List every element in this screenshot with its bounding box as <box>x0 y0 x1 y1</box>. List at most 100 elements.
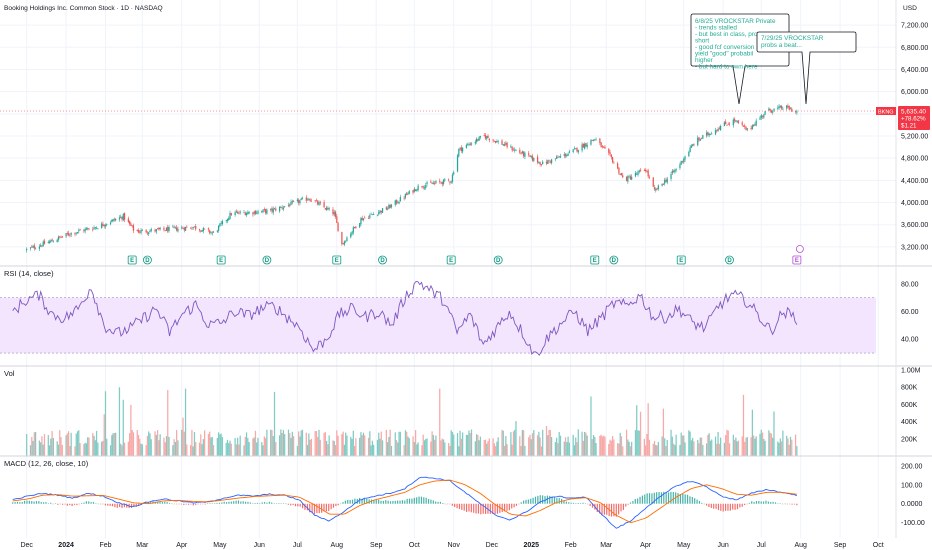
macd-histogram-bar[interactable] <box>306 503 308 511</box>
candle-body[interactable] <box>306 199 309 201</box>
volume-bar[interactable] <box>149 433 151 456</box>
volume-bar[interactable] <box>219 434 221 456</box>
volume-bar[interactable] <box>609 439 611 456</box>
candle-body[interactable] <box>132 225 135 231</box>
volume-bar[interactable] <box>334 444 337 456</box>
volume-bar[interactable] <box>506 444 508 456</box>
macd-histogram-bar[interactable] <box>69 503 71 506</box>
macd-histogram-bar[interactable] <box>92 501 95 504</box>
volume-bar[interactable] <box>719 437 722 456</box>
macd-histogram-bar[interactable] <box>470 503 472 513</box>
macd-histogram-bar[interactable] <box>85 501 87 504</box>
volume-bar[interactable] <box>449 445 451 456</box>
candle-body[interactable] <box>137 230 140 233</box>
candle-body[interactable] <box>512 149 515 151</box>
volume-bar[interactable] <box>390 445 393 456</box>
macd-histogram-bar[interactable] <box>252 503 254 504</box>
macd-histogram-bar[interactable] <box>553 497 556 504</box>
candle-body[interactable] <box>501 140 503 145</box>
macd-histogram-bar[interactable] <box>337 503 339 506</box>
candle-body[interactable] <box>568 151 571 153</box>
candle-body[interactable] <box>754 124 756 126</box>
macd-histogram-bar[interactable] <box>713 503 715 509</box>
volume-bar[interactable] <box>226 439 229 456</box>
candle-body[interactable] <box>291 201 293 203</box>
rsi-pane[interactable] <box>0 281 876 356</box>
volume-bar[interactable] <box>367 437 370 456</box>
volume-bar[interactable] <box>699 437 701 456</box>
volume-bar[interactable] <box>407 436 409 456</box>
candle-body[interactable] <box>625 176 628 181</box>
candle-body[interactable] <box>75 232 77 234</box>
volume-bar[interactable] <box>558 431 560 456</box>
volume-bar[interactable] <box>422 434 424 456</box>
volume-bar[interactable] <box>568 442 571 456</box>
candle-body[interactable] <box>305 197 307 201</box>
macd-histogram-bar[interactable] <box>154 502 156 504</box>
volume-bar[interactable] <box>590 396 592 456</box>
macd-histogram-bar[interactable] <box>370 499 373 504</box>
candle-body[interactable] <box>52 241 55 243</box>
volume-bar[interactable] <box>318 429 320 456</box>
candle-body[interactable] <box>350 233 352 238</box>
candle-body[interactable] <box>26 248 28 251</box>
volume-bar[interactable] <box>666 439 668 456</box>
macd-histogram-bar[interactable] <box>33 501 35 504</box>
candle-body[interactable] <box>190 227 192 229</box>
candle-body[interactable] <box>219 223 221 227</box>
volume-bar[interactable] <box>217 432 220 456</box>
macd-histogram-bar[interactable] <box>385 500 387 504</box>
macd-histogram-bar[interactable] <box>492 503 494 514</box>
candle-body[interactable] <box>601 146 604 148</box>
macd-histogram-bar[interactable] <box>620 503 622 512</box>
candle-body[interactable] <box>689 147 691 153</box>
volume-bar[interactable] <box>780 441 783 456</box>
candle-body[interactable] <box>207 228 210 230</box>
candle-body[interactable] <box>367 217 370 219</box>
macd-histogram-bar[interactable] <box>772 501 774 504</box>
macd-histogram-bar[interactable] <box>425 497 427 504</box>
volume-bar[interactable] <box>373 444 375 456</box>
macd-histogram-bar[interactable] <box>26 500 28 504</box>
macd-histogram-bar[interactable] <box>444 503 446 505</box>
macd-histogram-bar[interactable] <box>432 500 434 504</box>
candle-body[interactable] <box>247 212 249 215</box>
macd-histogram-bar[interactable] <box>373 500 375 504</box>
volume-bar[interactable] <box>725 435 727 456</box>
volume-bar[interactable] <box>346 435 348 456</box>
macd-histogram-bar[interactable] <box>114 503 116 508</box>
macd-histogram-bar[interactable] <box>294 503 297 507</box>
volume-bar[interactable] <box>328 435 330 456</box>
candle-body[interactable] <box>351 231 353 235</box>
macd-histogram-bar[interactable] <box>397 500 399 504</box>
volume-bar[interactable] <box>93 435 95 456</box>
candle-body[interactable] <box>708 133 710 136</box>
macd-histogram-bar[interactable] <box>16 501 19 504</box>
macd-histogram-bar[interactable] <box>475 503 477 514</box>
volume-bar[interactable] <box>479 436 482 456</box>
macd-histogram-bar[interactable] <box>107 503 109 506</box>
macd-histogram-bar[interactable] <box>19 502 21 504</box>
macd-histogram-bar[interactable] <box>263 502 266 504</box>
macd-histogram-bar[interactable] <box>202 503 204 505</box>
macd-histogram-bar[interactable] <box>767 501 769 504</box>
macd-histogram-bar[interactable] <box>278 503 280 504</box>
macd-histogram-bar[interactable] <box>601 503 603 515</box>
volume-bar[interactable] <box>639 411 642 456</box>
candle-body[interactable] <box>638 170 640 173</box>
candle-body[interactable] <box>106 224 108 225</box>
volume-bar[interactable] <box>359 437 361 456</box>
candle-body[interactable] <box>558 156 560 158</box>
candle-body[interactable] <box>271 208 273 212</box>
volume-bar[interactable] <box>154 431 156 456</box>
volume-bar[interactable] <box>750 437 752 456</box>
candle-body[interactable] <box>155 229 157 232</box>
candle-body[interactable] <box>554 158 557 160</box>
macd-histogram-bar[interactable] <box>375 500 377 504</box>
candle-body[interactable] <box>76 231 79 233</box>
volume-bar[interactable] <box>191 429 193 456</box>
volume-bar[interactable] <box>195 441 197 456</box>
volume-bar[interactable] <box>484 439 487 456</box>
macd-histogram-bar[interactable] <box>556 498 558 504</box>
volume-bar[interactable] <box>716 443 718 456</box>
